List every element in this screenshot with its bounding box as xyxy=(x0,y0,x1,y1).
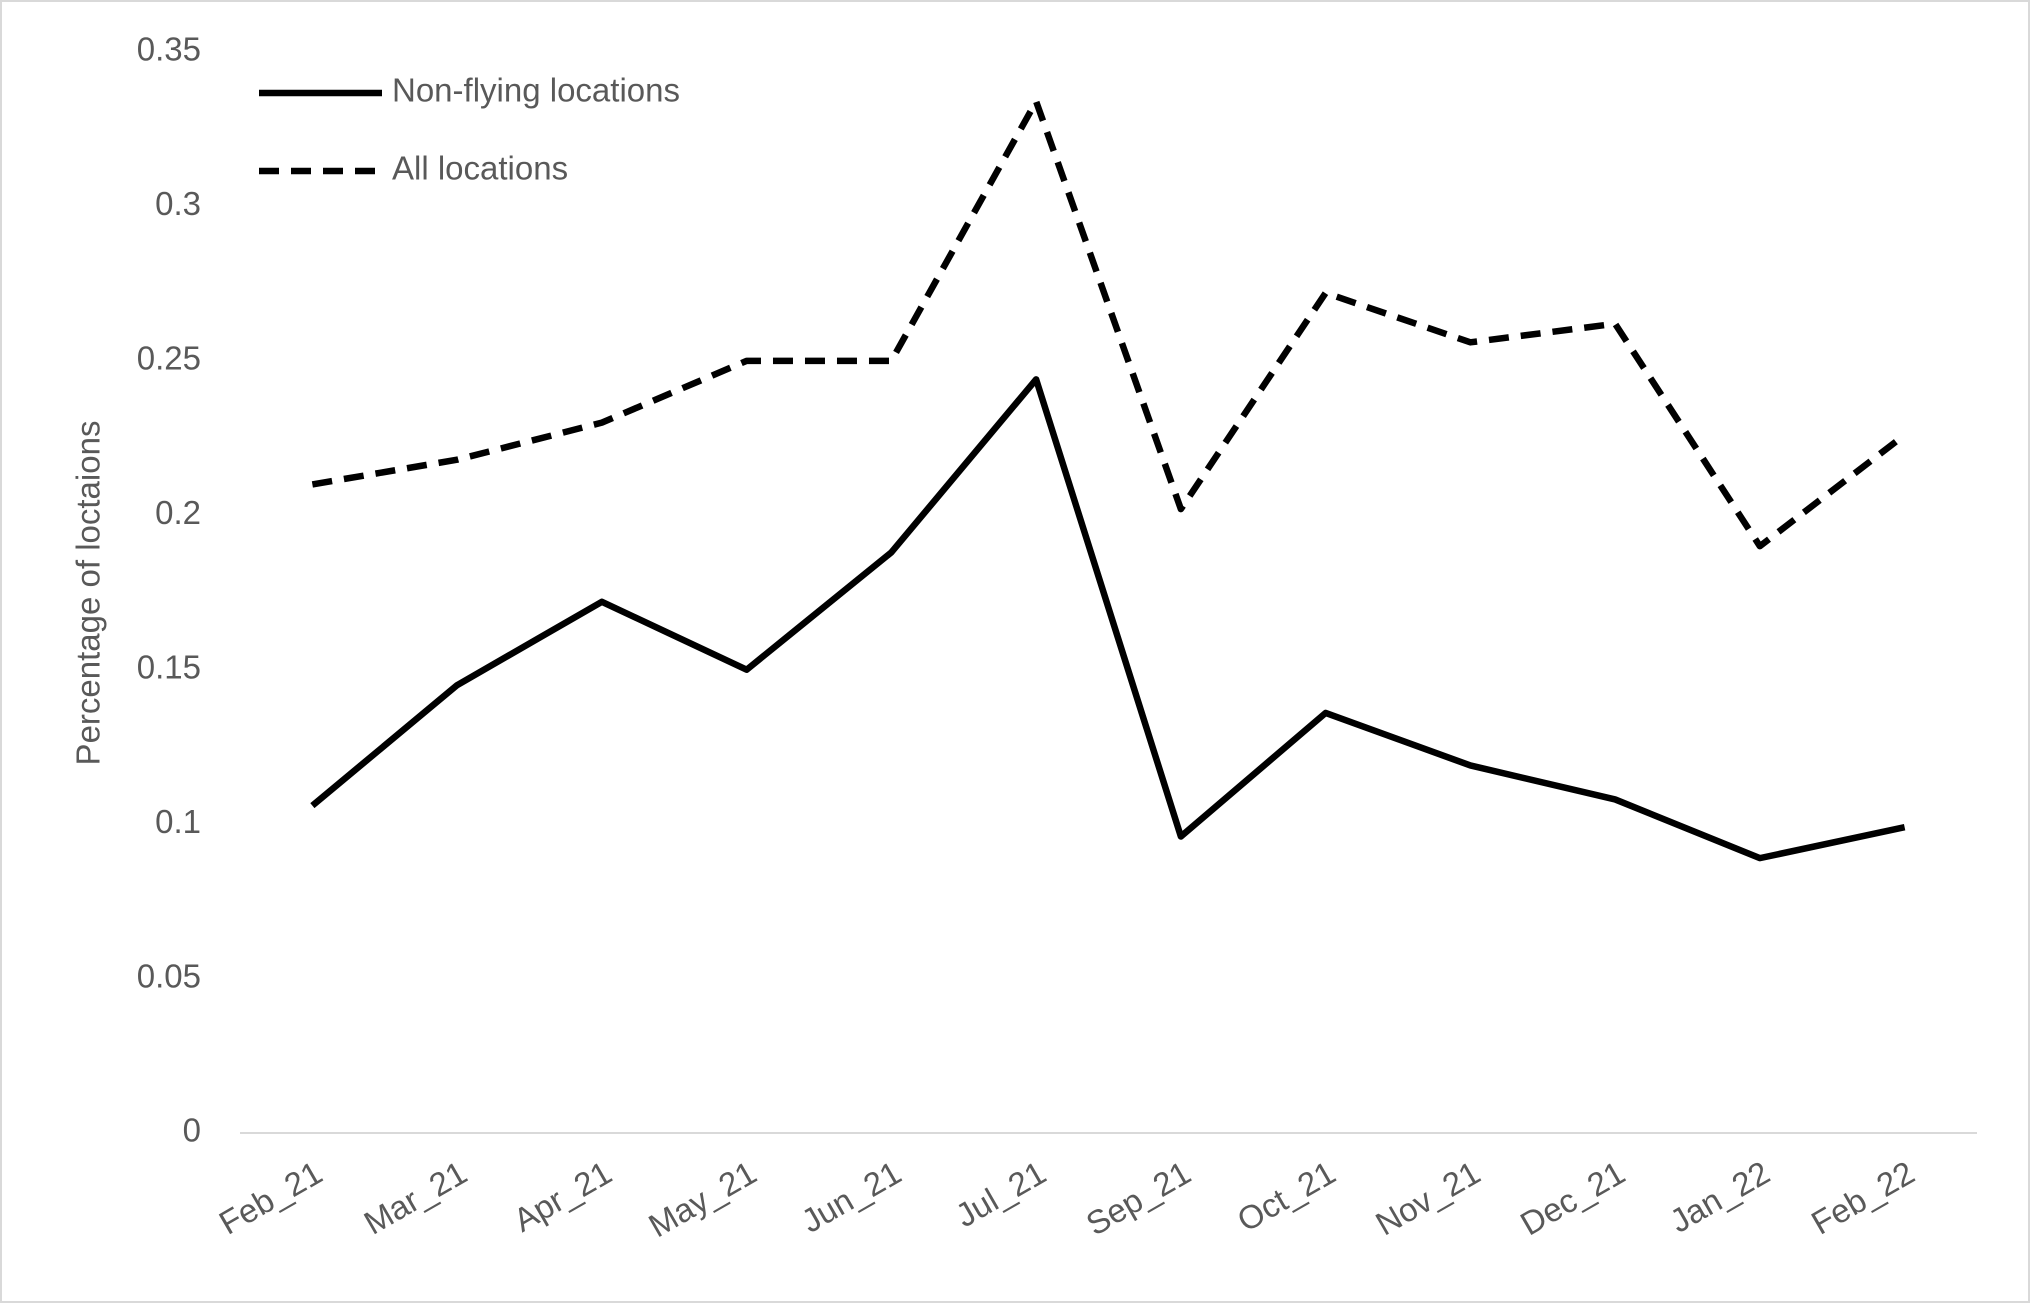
legend-label: Non-flying locations xyxy=(392,72,680,109)
y-axis-label: Percentage of loctaions xyxy=(70,421,107,766)
y-tick-label: 0.1 xyxy=(155,803,201,840)
y-tick-label: 0.25 xyxy=(137,340,201,377)
y-tick-label: 0.15 xyxy=(137,648,201,685)
y-tick-label: 0.3 xyxy=(155,185,201,222)
y-tick-label: 0.05 xyxy=(137,957,201,994)
legend-label: All locations xyxy=(392,150,568,187)
data-line xyxy=(310,376,1906,862)
y-tick-label: 0.35 xyxy=(137,31,201,68)
y-tick-label: 0 xyxy=(183,1112,201,1149)
data-line xyxy=(311,98,1907,550)
y-tick-label: 0.2 xyxy=(155,494,201,531)
